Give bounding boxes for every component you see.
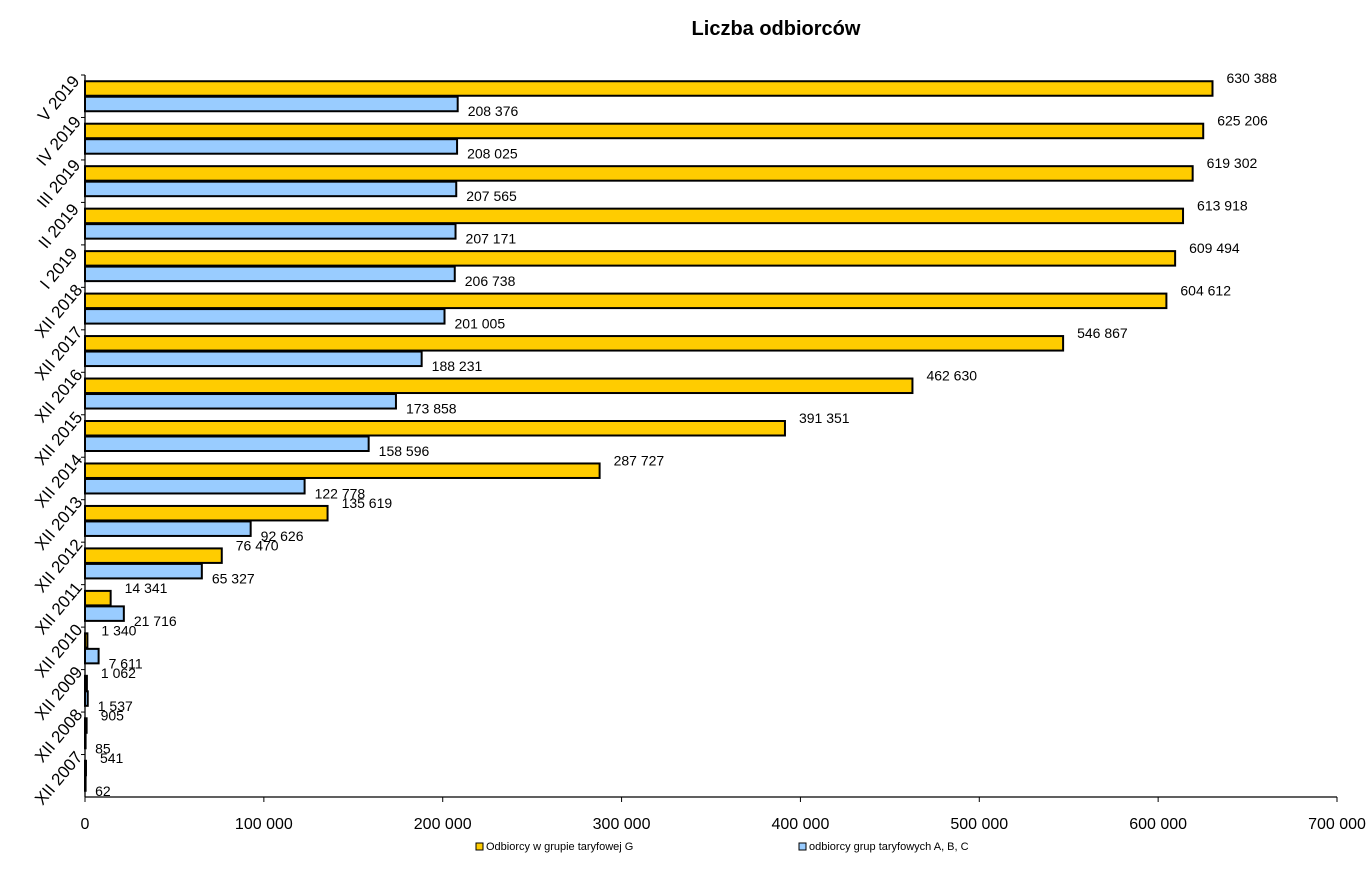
data-label-g: 391 351 <box>799 410 850 426</box>
bar-g <box>84 462 601 479</box>
data-label-abc: 62 <box>95 783 111 799</box>
x-tick-label: 500 000 <box>950 816 1008 833</box>
x-tick-label: 0 <box>81 816 90 833</box>
bar-g <box>84 165 1194 182</box>
bar-abc <box>84 223 457 240</box>
data-label-abc: 208 025 <box>467 146 518 162</box>
data-label-g: 135 619 <box>342 495 393 511</box>
bar-abc <box>84 393 397 410</box>
x-tick-label: 300 000 <box>593 816 651 833</box>
bar-abc <box>84 350 423 368</box>
y-tick-label: II 2019 <box>35 200 83 252</box>
data-label-abc: 65 327 <box>212 570 255 586</box>
data-label-g: 1 340 <box>101 622 136 638</box>
bar-g <box>84 420 786 437</box>
data-label-abc: 7 611 <box>109 655 143 671</box>
bar-abc <box>84 435 370 452</box>
bar-abc <box>84 562 203 580</box>
bar-g <box>84 547 223 564</box>
axes-group <box>81 74 1338 802</box>
legend: Odbiorcy w grupie taryfowej G odbiorcy g… <box>475 841 969 853</box>
chart-title: Liczba odbiorców <box>692 18 861 40</box>
data-label-g: 541 <box>100 750 124 766</box>
data-label-abc: 122 778 <box>315 485 366 501</box>
bar-g <box>84 292 1168 310</box>
legend-label-abc: odbiorcy grup taryfowych A, B, C <box>809 841 969 853</box>
bar-g <box>84 589 112 607</box>
data-label-abc: 207 171 <box>466 231 517 247</box>
data-label-g: 76 470 <box>236 537 279 553</box>
data-labels-group: 541 62 905 85 1 062 1 537 1 340 7 611 14 341 21 7… <box>95 70 1277 799</box>
bar-abc <box>84 520 252 537</box>
data-label-g: 1 062 <box>101 665 136 681</box>
x-tick-label: 200 000 <box>414 816 472 833</box>
data-label-abc: 207 565 <box>466 188 517 204</box>
x-tick-label: 700 000 <box>1308 816 1366 833</box>
data-label-abc: 21 716 <box>134 613 177 629</box>
data-label-abc: 173 858 <box>406 401 457 417</box>
data-label-abc: 188 231 <box>432 358 483 374</box>
data-label-abc: 201 005 <box>455 316 506 332</box>
data-label-g: 546 867 <box>1077 325 1128 341</box>
data-label-g: 609 494 <box>1189 240 1240 256</box>
bar-abc <box>84 308 446 325</box>
bar-g <box>84 122 1205 140</box>
bar-abc <box>84 477 306 495</box>
bar-g <box>84 80 1214 97</box>
data-label-g: 905 <box>101 707 125 723</box>
data-label-g: 462 630 <box>926 368 977 384</box>
bar-abc <box>84 605 125 622</box>
data-label-abc: 158 596 <box>379 443 430 459</box>
data-label-abc: 1 537 <box>98 698 133 714</box>
data-label-g: 630 388 <box>1226 70 1277 86</box>
data-label-g: 14 341 <box>125 580 168 596</box>
data-label-g: 619 302 <box>1207 155 1258 171</box>
bar-g <box>84 335 1065 352</box>
data-label-g: 604 612 <box>1180 283 1231 299</box>
data-label-g: 287 727 <box>614 452 665 468</box>
bar-abc <box>84 95 459 113</box>
data-label-g: 625 206 <box>1217 113 1268 129</box>
data-label-abc: 85 <box>95 740 111 756</box>
bar-g <box>84 207 1185 225</box>
bar-abc <box>84 180 458 198</box>
data-label-g: 613 918 <box>1197 198 1248 214</box>
bar-g <box>84 377 914 395</box>
bar-abc <box>84 138 459 155</box>
bars-group <box>84 80 1214 792</box>
legend-swatch-g <box>475 842 484 851</box>
x-ticks-group: 0 100 000 200 000 300 000 400 000 500 000 600 … <box>81 816 1366 833</box>
legend-swatch-abc <box>798 842 807 851</box>
data-label-abc: 208 376 <box>468 103 519 119</box>
bar-g <box>84 504 329 522</box>
x-tick-label: 600 000 <box>1129 816 1187 833</box>
bar-abc <box>84 265 456 283</box>
data-label-abc: 92 626 <box>261 528 304 544</box>
x-tick-label: 400 000 <box>772 816 830 833</box>
y-tick-label: IV 2019 <box>33 113 85 170</box>
data-label-abc: 206 738 <box>465 273 516 289</box>
bar-g <box>84 250 1177 267</box>
x-tick-label: 100 000 <box>235 816 293 833</box>
bar-abc <box>84 647 100 665</box>
legend-label-g: Odbiorcy w grupie taryfowej G <box>486 841 633 853</box>
